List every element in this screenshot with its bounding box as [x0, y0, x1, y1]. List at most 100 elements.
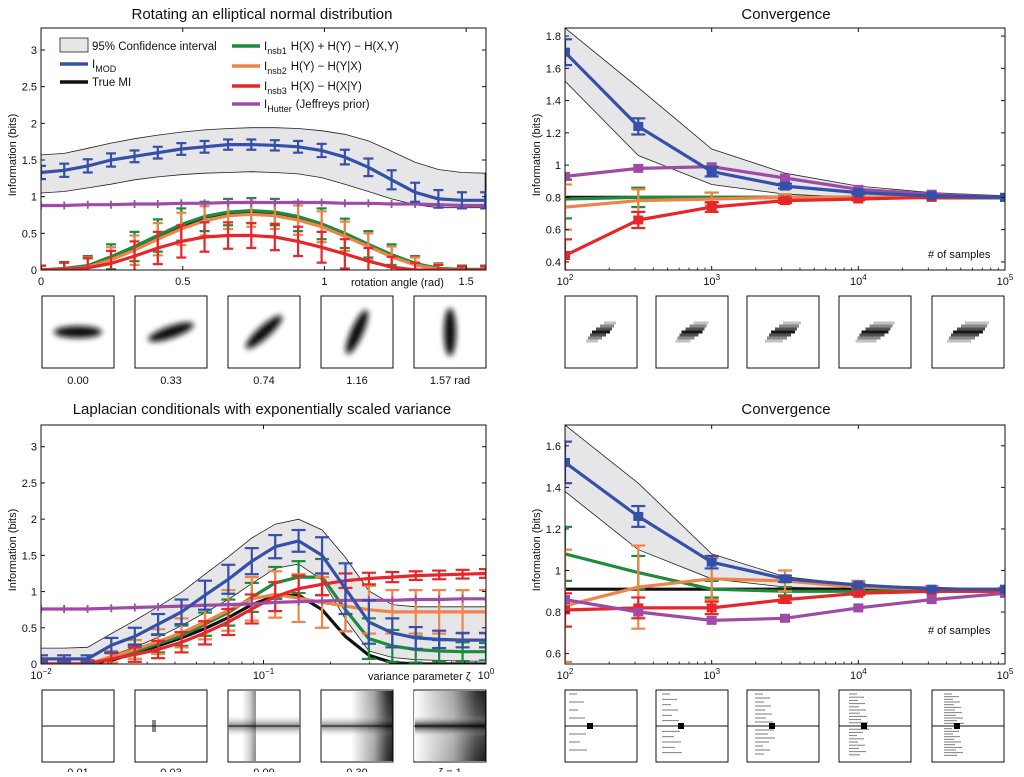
errorbar-nsb3-d — [565, 592, 572, 628]
thumbnail-lsample-3 — [838, 689, 912, 763]
errorbar-mod-c — [291, 528, 306, 553]
ytick-label-c: 2.5 — [22, 478, 37, 490]
title-a: Rotating an elliptical normal distributi… — [132, 6, 393, 23]
marker-mod-d — [926, 584, 937, 594]
errorbar-nsb3-c — [361, 571, 376, 586]
line-mod-a — [41, 143, 486, 202]
thumbnail-label: 0.09 — [253, 767, 274, 772]
legend-nsb3-label: Insb3 H(X) − H(X|Y) — [264, 81, 362, 96]
errorbar-nsb3-a — [152, 230, 163, 266]
errorbar-nsb3-c — [198, 620, 213, 646]
marker-mod-b — [779, 181, 790, 191]
ytick-label-a: 0.5 — [22, 228, 37, 240]
errorbar-nsb3-c — [127, 646, 142, 663]
errorbar-mod-c — [315, 536, 330, 575]
xtick-label-a: 1 — [321, 276, 327, 288]
errorbar-mod-a — [480, 191, 486, 210]
legend-ci-swatch — [59, 37, 89, 53]
thumbnail-label: 1.57 rad — [430, 375, 470, 387]
thumbnail-lsample-0 — [564, 689, 638, 763]
marker-hutter-d — [779, 613, 790, 623]
xlabel-b: # of samples — [928, 249, 991, 261]
errorbar-mod-a — [152, 145, 163, 160]
ytick-label-d: 0.8 — [546, 607, 561, 619]
axes-b — [564, 27, 1006, 271]
ylabel-c: Information (bits) — [7, 509, 19, 592]
line-mod-c — [41, 539, 486, 661]
marker-nsb3-b — [853, 194, 864, 204]
errorbar-nsb3-c — [479, 568, 486, 579]
errorbar-nsb1-d — [565, 525, 572, 582]
errorbar-mod-c — [198, 579, 213, 611]
errorbar-nsb3-a — [269, 222, 280, 252]
errorbar-nsb3-a — [480, 265, 486, 270]
errorbar-nsb1-c — [479, 641, 486, 662]
ytick-label-a: 2.5 — [22, 82, 37, 94]
xtick-label-d: 102 — [557, 667, 574, 682]
ytick-label-a: 2 — [31, 118, 37, 130]
legend-hutter-label: IHutter (Jeffreys prior) — [264, 99, 370, 114]
series-mod-a — [41, 138, 486, 210]
errorbar-mod-a — [269, 139, 280, 152]
ytick-label-b: 0.6 — [546, 225, 561, 237]
thumbnail-label: 0.00 — [67, 375, 88, 387]
xtick-label-d: 105 — [997, 667, 1014, 682]
errorbar-nsb3-a — [433, 263, 444, 270]
xlabel-a: rotation angle (rad) — [351, 277, 444, 289]
line-nsb2-c — [41, 592, 486, 664]
ytick-label-b: 0.4 — [546, 257, 561, 269]
marker-nsb3-b — [633, 215, 644, 225]
marker-hutter-d — [926, 595, 937, 605]
errorbar-nsb3-a — [41, 264, 46, 270]
marker-mod-b — [853, 188, 864, 198]
marker-nsb3-d — [706, 603, 717, 613]
errorbar-nsb3-a — [386, 255, 397, 270]
thumbnail-laplacian-4: ζ = 1 — [413, 689, 487, 777]
ytick-label-d: 1 — [555, 565, 561, 577]
thumbnail-sample-4 — [931, 295, 1005, 369]
panel-b: 0.4 0.6 0.8 1 1.2 1.4 1.6 1.8 102 103 104 105 — [546, 27, 1014, 288]
marker-nsb3-b — [565, 250, 570, 260]
thumbnail-sample-2 — [746, 295, 820, 369]
ytick-label-a: 1 — [31, 192, 37, 204]
ytick-label-a: 3 — [31, 45, 37, 57]
panel-c: 0 0.5 1 1.5 2 2.5 3 10−2 10−1 100 — [22, 424, 495, 682]
marker-hutter-d — [706, 615, 717, 625]
thumbnail-lsample-4 — [931, 689, 1005, 763]
xtick-label-b: 103 — [703, 273, 720, 288]
legend: 95% Confidence interval IMOD True MI Ins… — [59, 37, 399, 114]
line-nsb3-b — [565, 195, 1005, 257]
errorbar-mod-c — [104, 636, 119, 654]
marker-nsb3-b — [706, 202, 717, 212]
axes-a — [40, 27, 487, 271]
marker-mod-b — [706, 167, 717, 177]
marker-mod-d — [706, 557, 717, 567]
title-c: Laplacian conditionals with exponentiall… — [73, 401, 452, 418]
thumbnail-label: 0.30 — [346, 767, 367, 772]
series-hutter-c — [41, 594, 486, 613]
line-hutter-a — [41, 200, 486, 208]
marker-hutter-d — [565, 595, 570, 605]
errorbar-mod-c — [408, 625, 423, 650]
legend-ci-label: 95% Confidence interval — [92, 41, 217, 53]
panel-a: 0 0.5 1 1.5 2 2.5 3 0 0.5 1 1.5 — [22, 27, 487, 288]
xtick-label-c: 100 — [478, 667, 495, 682]
errorbar-nsb3-a — [456, 265, 467, 270]
errorbar-nsb3-c — [151, 639, 166, 660]
errorbar-nsb3-a — [106, 249, 117, 270]
axes-d — [564, 424, 1006, 665]
errorbar-mod-c — [455, 631, 470, 649]
xlabel-c: variance parameter ζ — [368, 671, 471, 683]
errorbar-mod-a — [363, 157, 374, 178]
thumbnail-ellipse-0: 0.00 — [41, 295, 115, 387]
line-hutter-c — [41, 597, 486, 611]
xtick-label-b: 104 — [850, 273, 867, 288]
thumbnail-lsample-2 — [746, 689, 820, 763]
errorbar-nsb2-b — [565, 183, 572, 231]
panel-d: 0.6 0.8 1 1.2 1.4 1.6 102 103 104 105 — [546, 424, 1014, 682]
thumbnail-label: 0.33 — [160, 375, 181, 387]
legend-mod-label: IMOD — [92, 59, 117, 74]
thumbnail-sample-1 — [655, 295, 729, 369]
marker-mod-b — [565, 47, 570, 57]
